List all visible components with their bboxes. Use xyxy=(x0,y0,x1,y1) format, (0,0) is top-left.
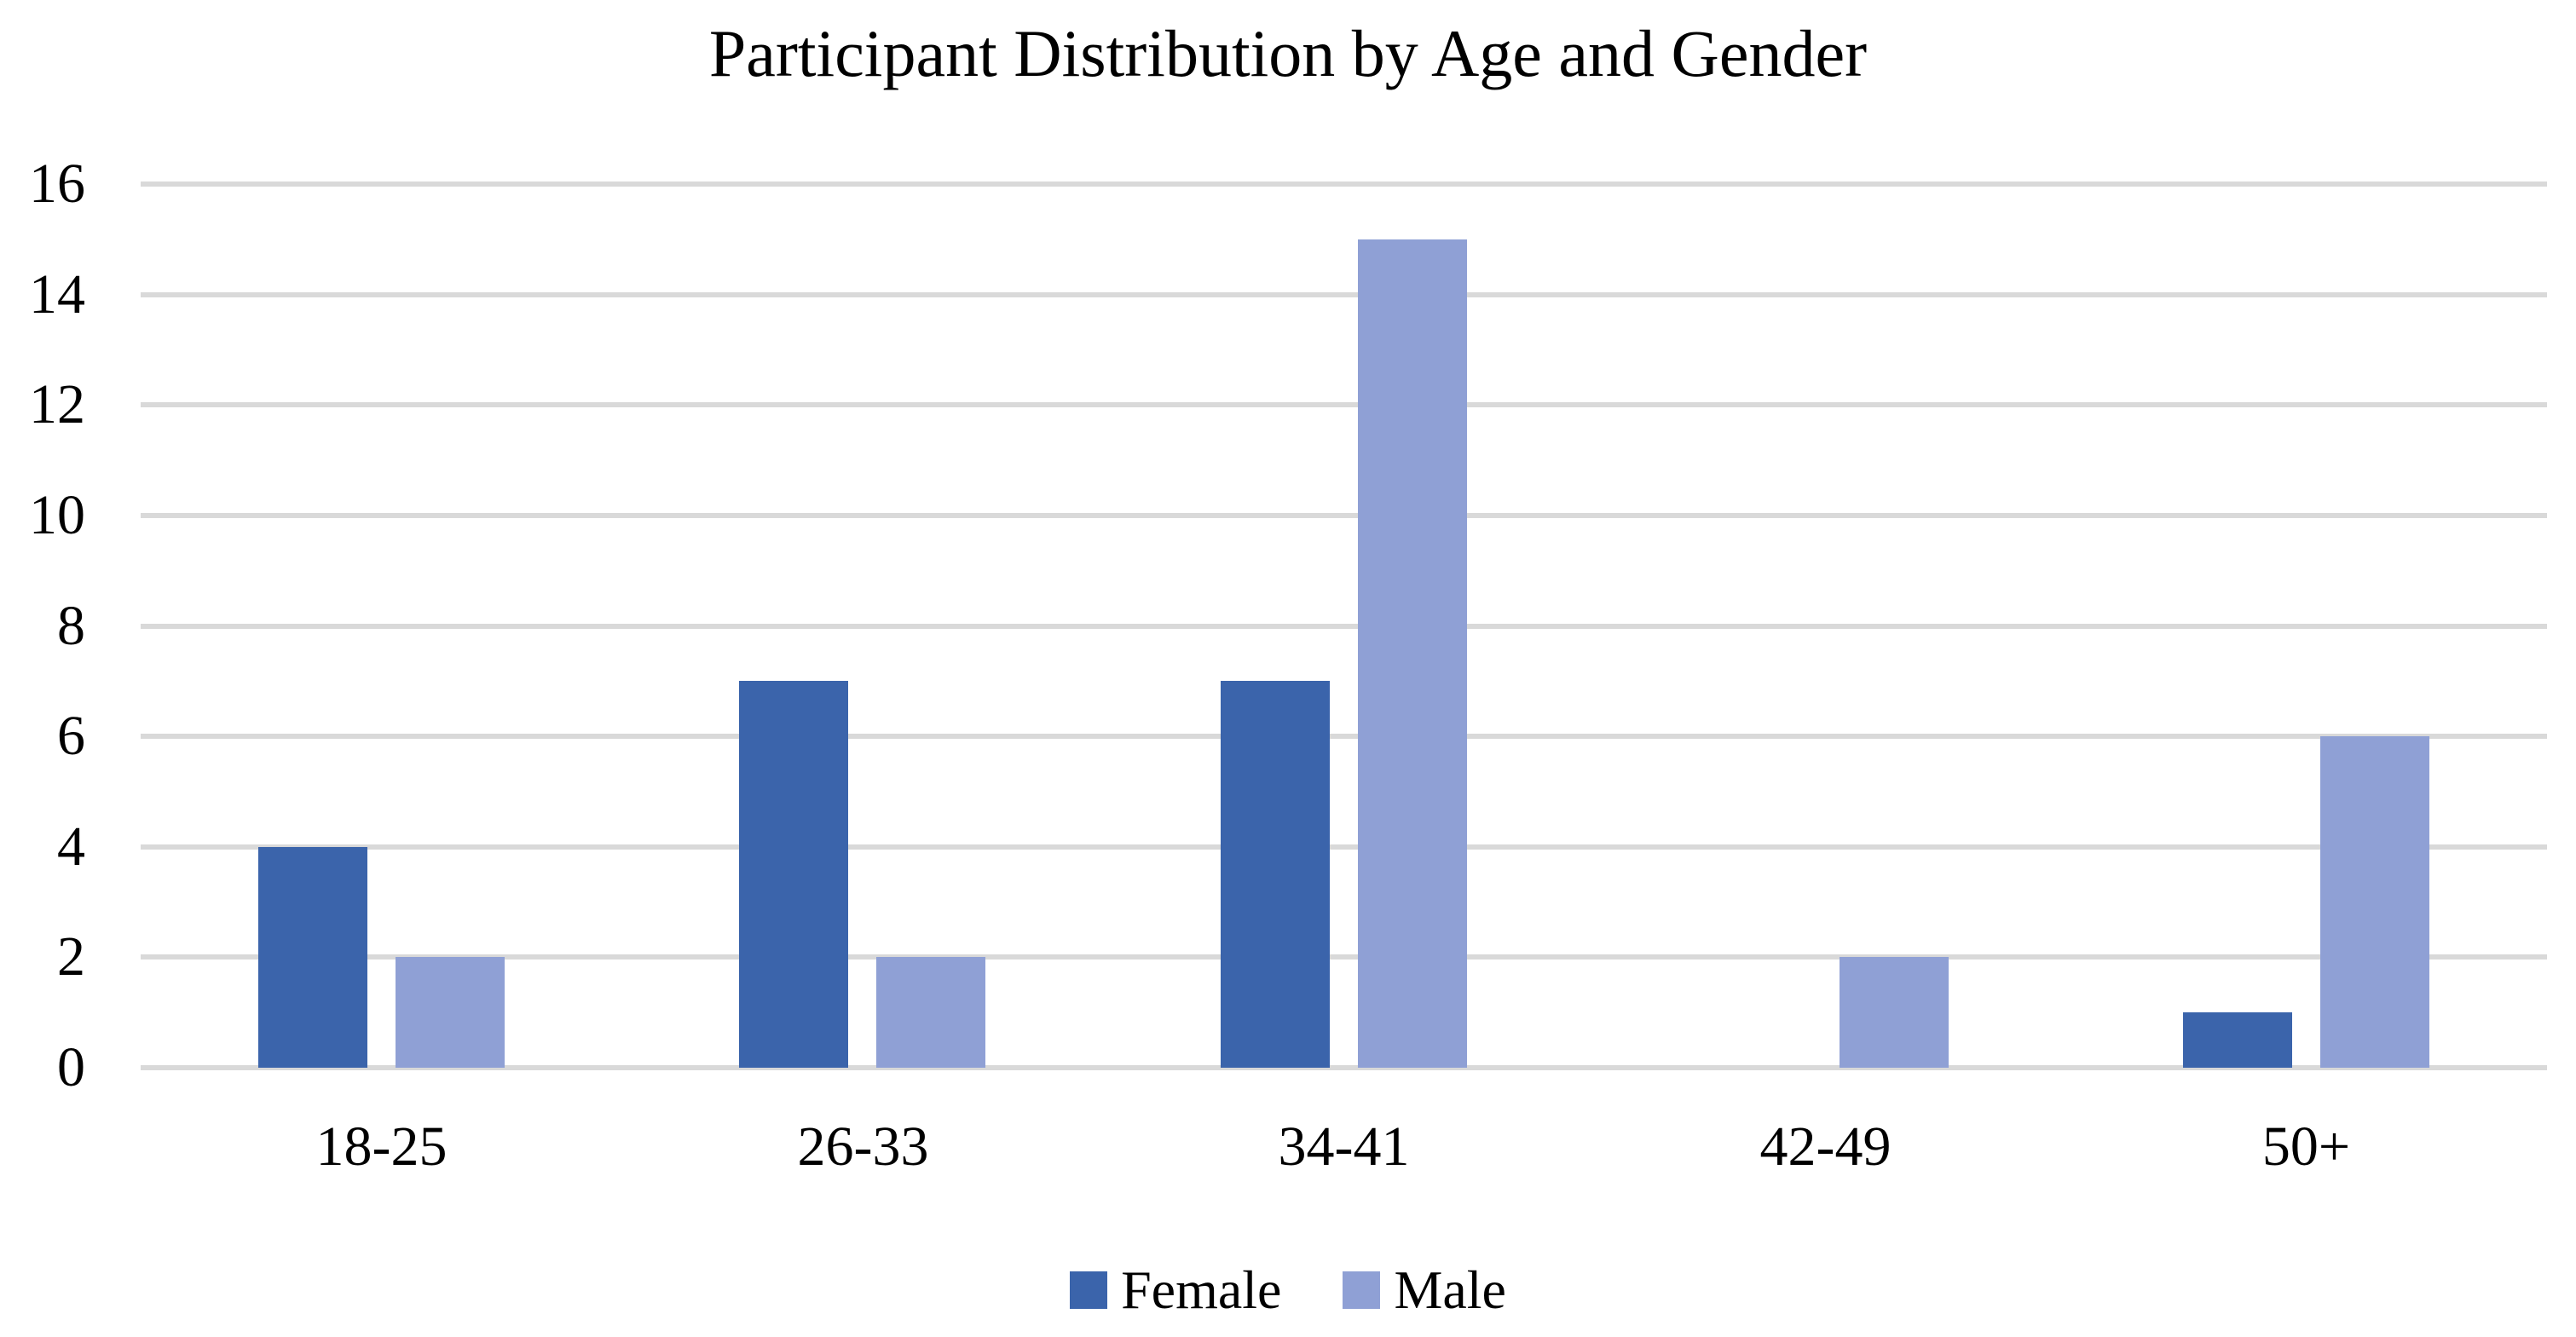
gridline-y-8 xyxy=(141,623,2547,629)
plot-area xyxy=(141,182,2547,1070)
y-tick-label-16: 16 xyxy=(29,153,85,215)
legend-item-male: Male xyxy=(1343,1263,1506,1317)
y-tick-label-0: 0 xyxy=(57,1036,85,1098)
x-category-label-50+: 50+ xyxy=(2261,1115,2351,1178)
gridline-y-2 xyxy=(141,954,2547,960)
legend-label-female: Female xyxy=(1121,1259,1282,1320)
y-tick-label-6: 6 xyxy=(57,705,85,768)
bar-female-34-41 xyxy=(1221,681,1330,1068)
x-category-label-34-41: 34-41 xyxy=(1278,1115,1410,1178)
bar-male-34-41 xyxy=(1358,239,1467,1068)
y-tick-label-2: 2 xyxy=(57,925,85,988)
bar-female-18-25 xyxy=(258,847,367,1068)
legend-swatch-female xyxy=(1070,1271,1108,1309)
bar-female-50+ xyxy=(2183,1012,2292,1068)
gridline-y-4 xyxy=(141,844,2547,850)
x-category-label-42-49: 42-49 xyxy=(1759,1115,1892,1178)
bar-female-26-33 xyxy=(739,681,848,1068)
y-tick-label-10: 10 xyxy=(29,483,85,546)
legend-swatch-male xyxy=(1343,1271,1381,1309)
y-tick-label-14: 14 xyxy=(29,262,85,326)
bar-male-26-33 xyxy=(876,957,985,1068)
gridline-y-16 xyxy=(141,182,2547,187)
chart-title: Participant Distribution by Age and Gend… xyxy=(708,16,1868,90)
gridline-y-14 xyxy=(141,291,2547,297)
y-tick-label-8: 8 xyxy=(57,594,85,657)
legend-label-male: Male xyxy=(1394,1259,1506,1320)
y-tick-label-4: 4 xyxy=(57,815,85,878)
bar-male-18-25 xyxy=(396,957,505,1068)
gridline-y-0 xyxy=(141,1065,2547,1070)
gridline-y-10 xyxy=(141,512,2547,518)
legend-item-female: Female xyxy=(1070,1263,1281,1317)
x-category-label-18-25: 18-25 xyxy=(315,1115,448,1178)
gridline-y-6 xyxy=(141,734,2547,740)
y-tick-label-12: 12 xyxy=(29,373,85,436)
bar-male-42-49 xyxy=(1840,957,1949,1068)
x-category-label-26-33: 26-33 xyxy=(797,1115,929,1178)
bar-male-50+ xyxy=(2320,736,2429,1068)
gridline-y-12 xyxy=(141,402,2547,408)
legend: Female Male xyxy=(0,1263,2576,1317)
